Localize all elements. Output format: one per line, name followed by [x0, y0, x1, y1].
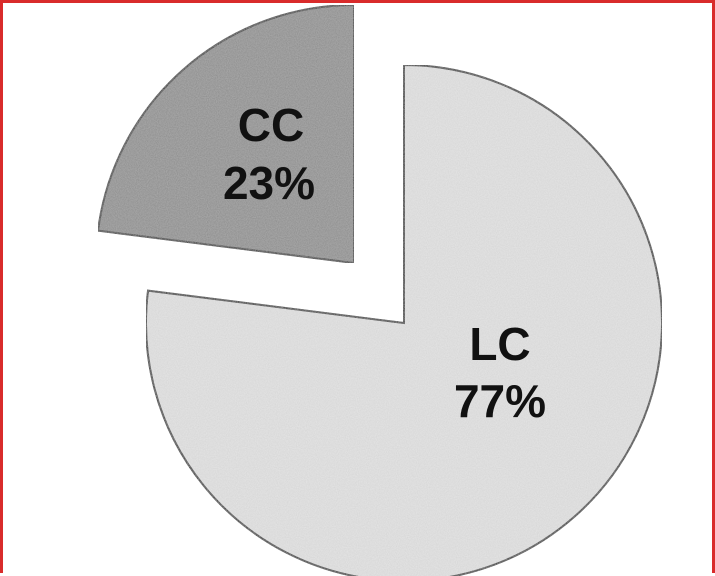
slice-label-lc-name: LC [469, 318, 530, 370]
slice-label-cc-value: 23% [223, 157, 315, 209]
slice-label-cc-name: CC [238, 99, 304, 151]
slice-layer [96, 3, 663, 576]
slice-label-lc: LC 77% [454, 318, 546, 427]
slice-label-cc: CC 23% [223, 99, 315, 209]
pie-slice-lc [145, 63, 663, 576]
pie-chart: CC 23% LC 77% [96, 3, 663, 576]
pie-slice-cc [96, 3, 355, 265]
slice-label-lc-value: 77% [454, 375, 546, 427]
